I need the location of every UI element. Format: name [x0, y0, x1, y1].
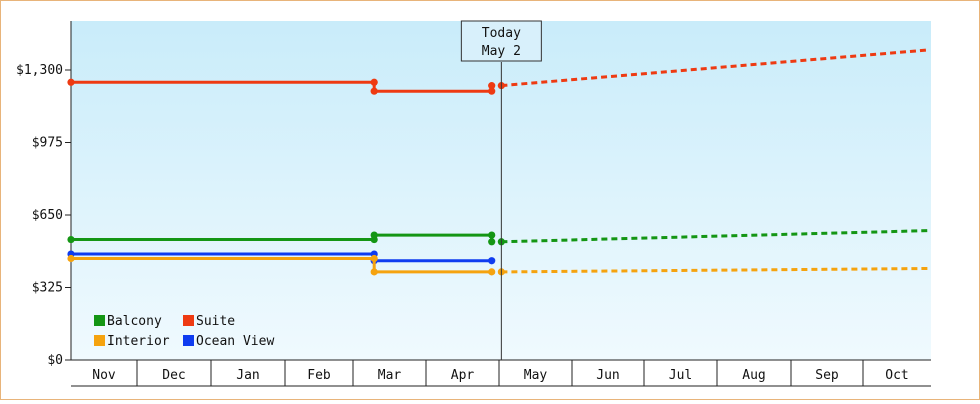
x-tick-label: Jul: [669, 368, 692, 383]
balcony-point: [67, 235, 75, 244]
legend-label-suite: Suite: [196, 314, 235, 329]
suite-point: [370, 87, 378, 95]
today-date: May 2: [482, 44, 521, 59]
interior-point: [370, 268, 378, 276]
today-box: [460, 20, 542, 62]
x-axis: Nov Dec Jan Feb Mar Apr May Jun Jul Aug Sep Oct: [71, 359, 931, 387]
legend: Balcony Suite Interior Ocean View: [94, 314, 274, 349]
legend-label-balcony: Balcony: [107, 314, 162, 329]
legend-label-interior: Interior: [107, 334, 170, 349]
today-label: Today: [482, 26, 521, 41]
x-tick-label: Oct: [885, 368, 908, 383]
balcony-point: [488, 231, 496, 239]
interior-history-line: [71, 257, 492, 274]
x-tick-label: Apr: [451, 368, 475, 383]
x-tick-label: Mar: [378, 368, 402, 383]
series-interior: [67, 254, 929, 276]
interior-projection-line: [501, 267, 929, 274]
legend-swatch-ocean-view: [183, 335, 194, 346]
series-balcony: [67, 229, 929, 246]
y-tick-label: $0: [47, 353, 63, 368]
legend-swatch-interior: [94, 335, 105, 346]
x-tick-label: Nov: [92, 368, 116, 383]
x-tick-label: Sep: [815, 368, 839, 383]
suite-projection-line: [501, 48, 929, 88]
y-axis: $0 $325 $650 $975 $1,300: [16, 21, 72, 368]
suite-point: [67, 78, 75, 86]
x-tick-label: Jun: [596, 368, 619, 383]
interior-point: [488, 268, 496, 276]
ocean-view-point: [488, 257, 496, 265]
y-tick-label: $650: [32, 208, 63, 223]
legend-swatch-balcony: [94, 315, 105, 326]
y-tick-label: $975: [32, 136, 63, 151]
y-tick-label: $325: [32, 281, 63, 296]
x-tick-label: Aug: [742, 368, 765, 383]
interior-point: [67, 254, 75, 263]
y-tick-label: $1,300: [16, 63, 63, 78]
x-tick-label: May: [524, 368, 548, 383]
balcony-point: [370, 231, 378, 239]
x-tick-label: Jan: [236, 368, 259, 383]
x-tick-label: Feb: [307, 368, 331, 383]
today-marker: Today May 2: [460, 20, 542, 360]
series-suite: [67, 48, 929, 95]
balcony-projection-line: [501, 229, 929, 244]
suite-point: [488, 82, 496, 90]
suite-point: [370, 78, 378, 86]
legend-swatch-suite: [183, 315, 194, 326]
balcony-point: [488, 238, 496, 246]
interior-point: [370, 254, 378, 263]
legend-label-ocean-view: Ocean View: [196, 334, 274, 349]
suite-point: [488, 87, 496, 95]
series-layer: [67, 48, 929, 276]
x-tick-label: Dec: [162, 368, 185, 383]
